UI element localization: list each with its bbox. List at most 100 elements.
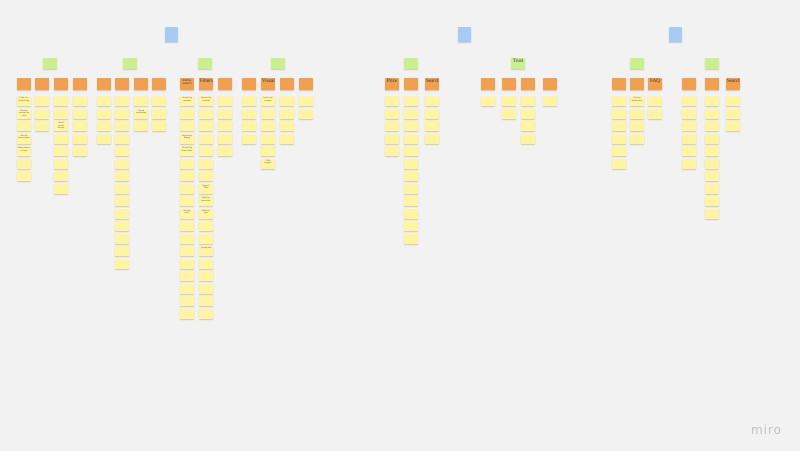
subcategory-sticky-note[interactable]: Search — [425, 78, 439, 90]
item-sticky-note[interactable] — [115, 133, 129, 144]
item-sticky-note[interactable] — [261, 133, 275, 144]
item-sticky-note[interactable] — [630, 108, 644, 119]
item-sticky-note[interactable] — [54, 108, 68, 119]
item-sticky-note[interactable] — [97, 121, 111, 131]
subcategory-sticky-note[interactable] — [682, 78, 696, 90]
item-sticky-note[interactable] — [218, 146, 232, 156]
item-sticky-note[interactable]: Filter places to stay — [17, 146, 31, 156]
item-sticky-note[interactable] — [180, 121, 194, 131]
item-sticky-note[interactable] — [648, 96, 662, 106]
item-sticky-note[interactable] — [481, 96, 495, 106]
item-sticky-note[interactable] — [54, 183, 68, 194]
item-sticky-note[interactable] — [705, 121, 719, 131]
item-sticky-note[interactable] — [115, 258, 129, 269]
item-sticky-note[interactable] — [180, 171, 194, 181]
subcategory-sticky-note[interactable]: Price — [385, 78, 399, 90]
item-sticky-note[interactable] — [521, 96, 535, 106]
item-sticky-note[interactable] — [612, 146, 626, 156]
item-sticky-note[interactable] — [682, 146, 696, 156]
subcategory-sticky-note[interactable] — [404, 78, 418, 90]
item-sticky-note[interactable] — [425, 108, 439, 119]
item-sticky-note[interactable] — [404, 171, 418, 181]
item-sticky-note[interactable] — [218, 121, 232, 131]
item-sticky-note[interactable] — [97, 133, 111, 144]
item-sticky-note[interactable] — [199, 271, 213, 281]
subcategory-sticky-note[interactable]: FAQ — [648, 78, 662, 90]
item-sticky-note[interactable] — [180, 258, 194, 269]
item-sticky-note[interactable] — [682, 96, 696, 106]
item-sticky-note[interactable] — [726, 96, 740, 106]
item-sticky-note[interactable] — [54, 96, 68, 106]
item-sticky-note[interactable] — [115, 146, 129, 156]
item-sticky-note[interactable] — [280, 108, 294, 119]
item-sticky-note[interactable] — [115, 121, 129, 131]
item-sticky-note[interactable] — [152, 108, 166, 119]
subcategory-sticky-note[interactable] — [481, 78, 495, 90]
item-sticky-note[interactable] — [705, 96, 719, 106]
item-sticky-note[interactable]: Sort by price — [180, 208, 194, 219]
item-sticky-note[interactable] — [242, 108, 256, 119]
item-sticky-note[interactable] — [35, 121, 49, 131]
item-sticky-note[interactable] — [180, 283, 194, 294]
item-sticky-note[interactable] — [199, 221, 213, 231]
item-sticky-note[interactable] — [134, 96, 148, 106]
item-sticky-note[interactable] — [218, 96, 232, 106]
item-sticky-note[interactable] — [630, 121, 644, 131]
item-sticky-note[interactable] — [404, 96, 418, 106]
subcategory-sticky-note[interactable]: Visuals — [261, 78, 275, 90]
item-sticky-note[interactable]: Search by Room Size — [180, 146, 194, 156]
item-sticky-note[interactable] — [180, 246, 194, 256]
item-sticky-note[interactable] — [199, 133, 213, 144]
item-sticky-note[interactable] — [242, 121, 256, 131]
item-sticky-note[interactable] — [705, 183, 719, 194]
item-sticky-note[interactable] — [73, 108, 87, 119]
item-sticky-note[interactable]: Check availability — [134, 108, 148, 119]
item-sticky-note[interactable] — [134, 121, 148, 131]
item-sticky-note[interactable] — [612, 108, 626, 119]
item-sticky-note[interactable] — [180, 183, 194, 194]
item-sticky-note[interactable] — [199, 121, 213, 131]
root-sticky-note[interactable] — [457, 27, 471, 42]
item-sticky-note[interactable] — [115, 221, 129, 231]
item-sticky-note[interactable] — [115, 233, 129, 244]
item-sticky-note[interactable] — [705, 196, 719, 206]
item-sticky-note[interactable] — [199, 146, 213, 156]
subcategory-sticky-note[interactable] — [705, 78, 719, 90]
item-sticky-note[interactable] — [404, 158, 418, 169]
item-sticky-note[interactable] — [404, 133, 418, 144]
subcategory-sticky-note[interactable] — [17, 78, 31, 90]
item-sticky-note[interactable]: Search by Rating — [180, 133, 194, 144]
item-sticky-note[interactable] — [612, 158, 626, 169]
item-sticky-note[interactable] — [705, 133, 719, 144]
subcategory-sticky-note[interactable]: Refine search — [180, 78, 194, 90]
category-sticky-note[interactable] — [404, 58, 418, 69]
item-sticky-note[interactable] — [180, 108, 194, 119]
item-sticky-note[interactable] — [404, 208, 418, 219]
item-sticky-note[interactable] — [199, 296, 213, 306]
subcategory-sticky-note[interactable] — [97, 78, 111, 90]
item-sticky-note[interactable] — [54, 158, 68, 169]
item-sticky-note[interactable] — [199, 158, 213, 169]
item-sticky-note[interactable] — [261, 146, 275, 156]
item-sticky-note[interactable] — [705, 208, 719, 219]
item-sticky-note[interactable] — [35, 96, 49, 106]
category-sticky-note[interactable] — [43, 58, 57, 69]
item-sticky-note[interactable] — [115, 196, 129, 206]
item-sticky-note[interactable] — [299, 96, 313, 106]
item-sticky-note[interactable] — [404, 183, 418, 194]
item-sticky-note[interactable] — [502, 96, 516, 106]
item-sticky-note[interactable] — [612, 121, 626, 131]
item-sticky-note[interactable] — [705, 171, 719, 181]
item-sticky-note[interactable] — [115, 96, 129, 106]
item-sticky-note[interactable] — [705, 108, 719, 119]
item-sticky-note[interactable] — [73, 121, 87, 131]
item-sticky-note[interactable] — [612, 133, 626, 144]
item-sticky-note[interactable] — [152, 121, 166, 131]
subcategory-sticky-note[interactable] — [502, 78, 516, 90]
item-sticky-note[interactable] — [502, 108, 516, 119]
subcategory-sticky-note[interactable] — [543, 78, 557, 90]
item-sticky-note[interactable] — [261, 121, 275, 131]
item-sticky-note[interactable]: Look over images — [261, 96, 275, 106]
subcategory-sticky-note[interactable] — [630, 78, 644, 90]
